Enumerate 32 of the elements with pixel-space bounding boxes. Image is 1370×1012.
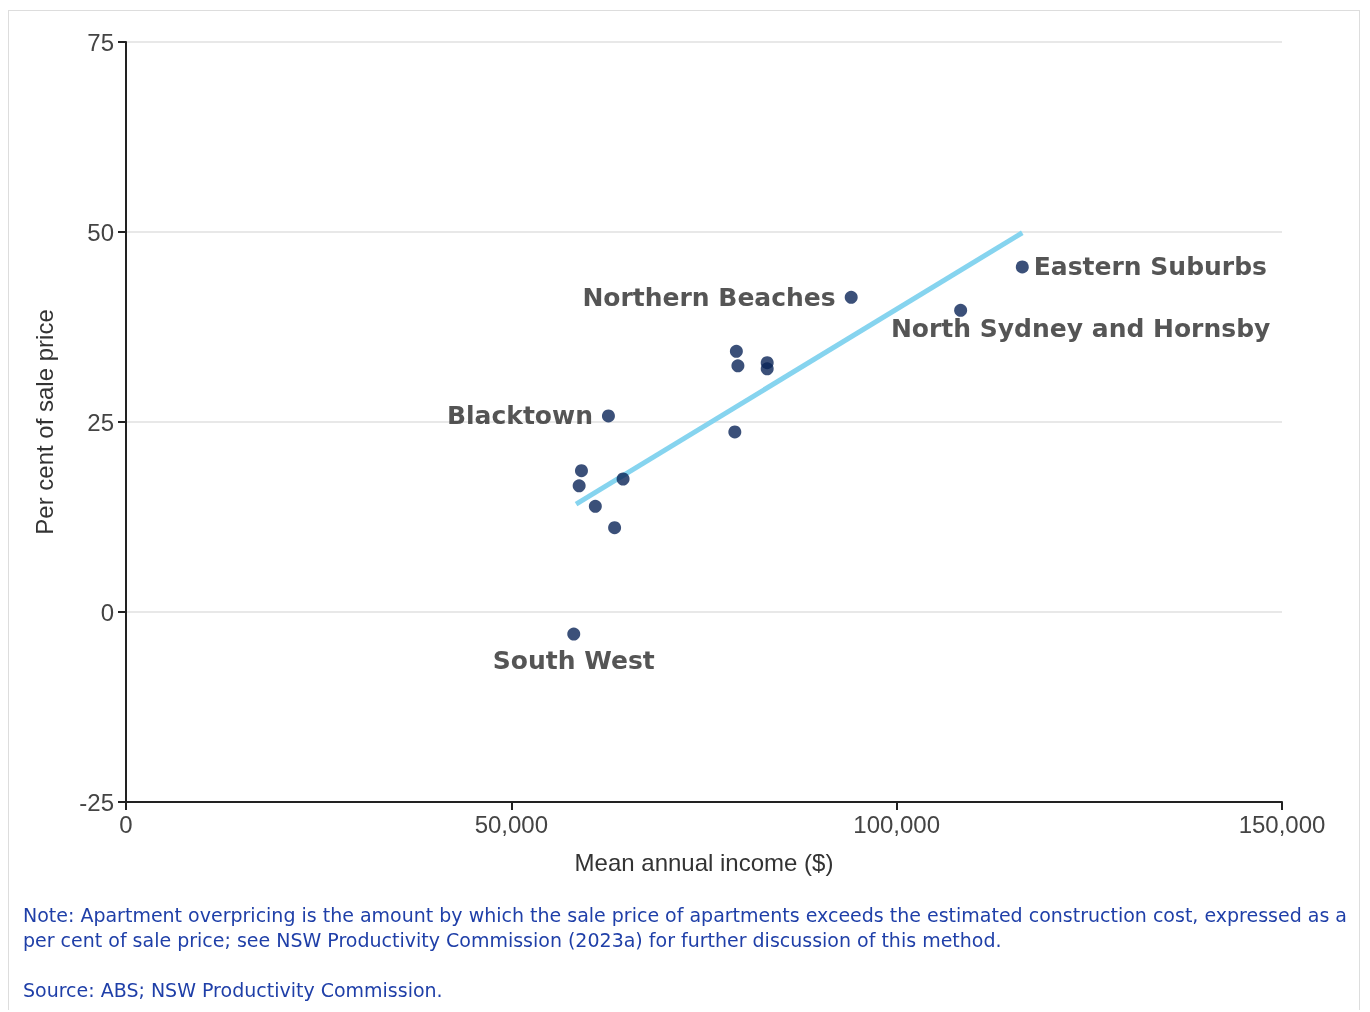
point [844, 290, 858, 304]
point [572, 479, 586, 493]
point [728, 425, 742, 439]
point [954, 303, 968, 317]
y-axis-title: Per cent of sale price [30, 309, 58, 535]
point [574, 464, 588, 478]
point [588, 499, 602, 513]
x-tick-label: 150,000 [1238, 810, 1326, 838]
point [567, 627, 581, 641]
annotation: Northern Beaches [582, 282, 836, 312]
y-tick-label: -25 [79, 788, 114, 816]
point [608, 521, 622, 535]
point [1015, 260, 1029, 274]
annotation: Blacktown [446, 401, 593, 431]
source-note: Source: ABS; NSW Productivity Commission. [23, 978, 444, 1003]
text: Note: Apartment overpricing is the amount by which the sale price of apartments exceeds the estimated construction cost, expressed as a per cent of sale price; see NSW Productivity Commission (2023a) for further discussion of this method. [23, 903, 1348, 953]
point [760, 362, 774, 376]
x-axis-title: Mean annual income ($) [574, 848, 834, 876]
annotation: North Sydney and Hornsby [890, 313, 1271, 343]
annotation: South West [492, 645, 655, 675]
annotation: Eastern Suburbs [1033, 252, 1267, 282]
point [729, 344, 743, 358]
point [601, 409, 615, 423]
y-tick-label: 25 [87, 408, 114, 436]
point [616, 472, 630, 486]
y-tick-label: 0 [100, 598, 114, 626]
x-tick-label: 0 [119, 810, 133, 838]
x-tick-label: 100,000 [853, 810, 941, 838]
x-tick-label: 50,000 [474, 810, 549, 838]
point [731, 359, 745, 373]
y-tick-label: 75 [87, 28, 114, 56]
y-tick-label: 50 [87, 218, 114, 246]
